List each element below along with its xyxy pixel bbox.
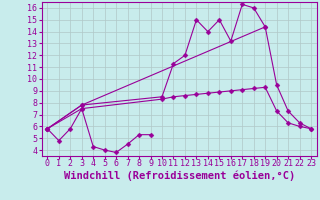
X-axis label: Windchill (Refroidissement éolien,°C): Windchill (Refroidissement éolien,°C) [64, 171, 295, 181]
